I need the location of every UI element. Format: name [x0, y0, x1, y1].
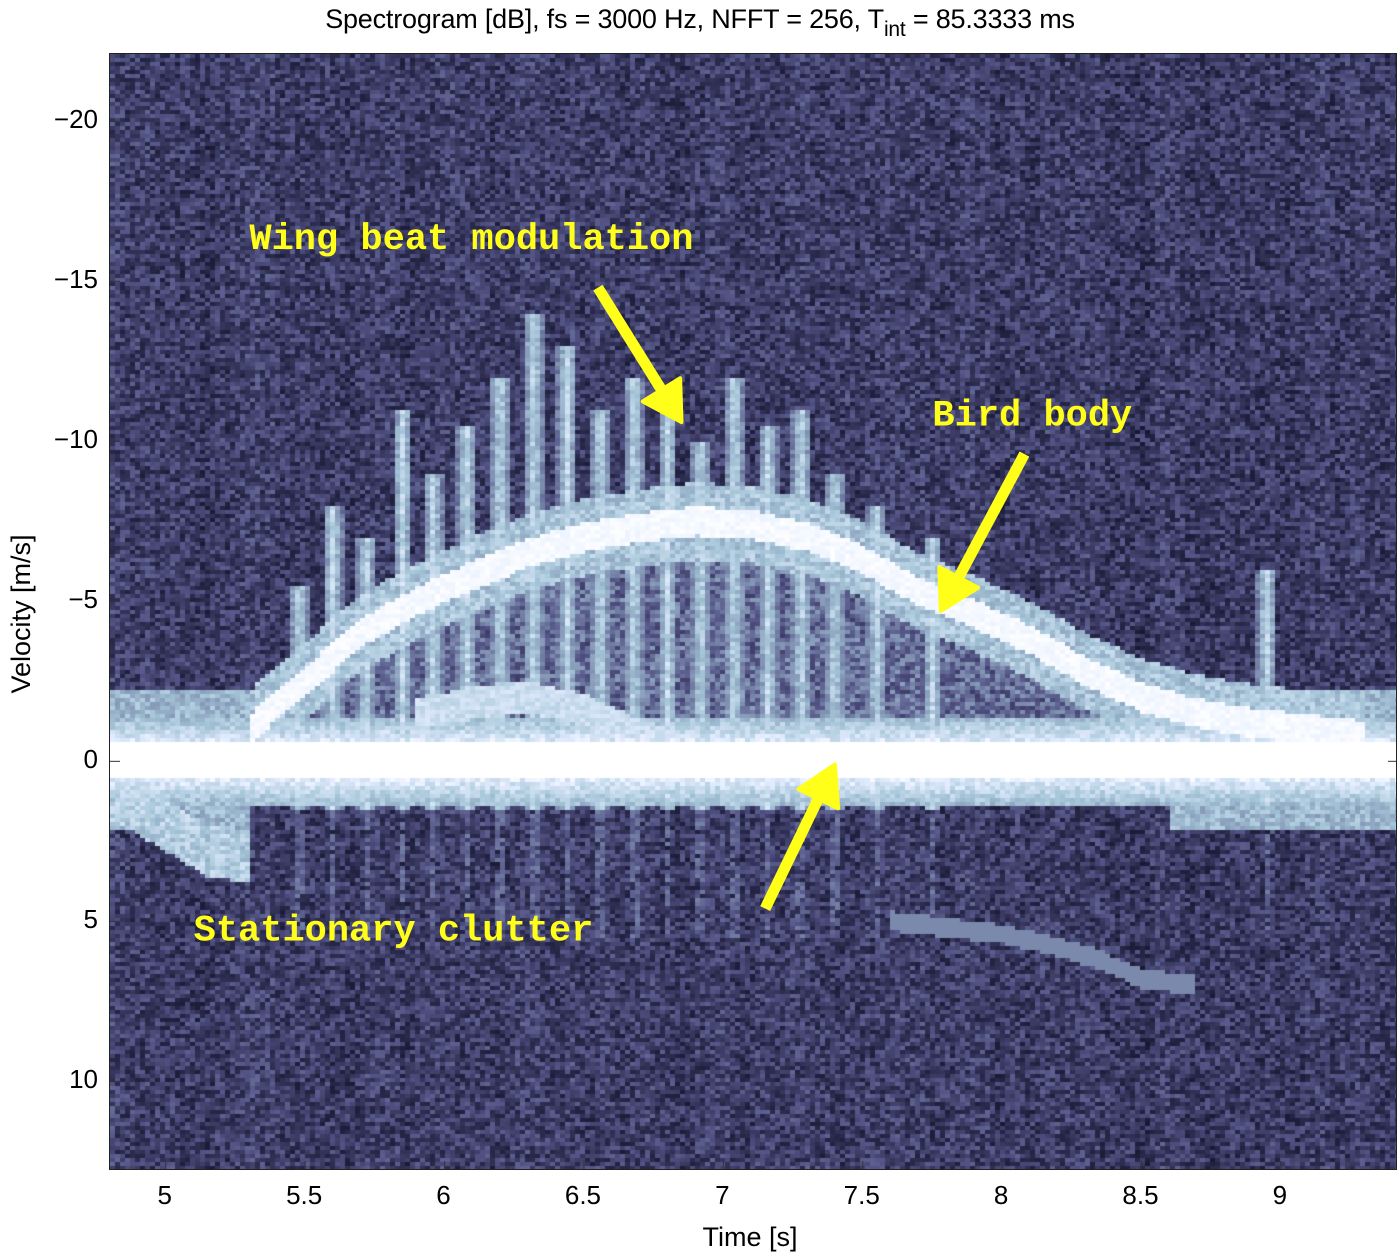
x-axis-label: Time [s]	[702, 1222, 798, 1252]
y-tick-label: −5	[68, 584, 98, 615]
spectrogram-heatmap	[110, 54, 1396, 1169]
x-tick-label: 7	[715, 1180, 730, 1210]
arrow-shaft	[760, 796, 824, 911]
y-tick-label: 10	[69, 1064, 98, 1095]
arrow-shaft	[593, 284, 667, 393]
y-tick-label: −20	[53, 104, 98, 135]
x-tick-label: 7.5	[843, 1180, 880, 1210]
spectrogram-plot-area: Wing beat modulation Bird body Stationary …	[109, 53, 1397, 1170]
x-tick-label: 5.5	[286, 1180, 323, 1210]
annotation-layer: Wing beat modulation Bird body Stationary …	[110, 120, 1396, 1169]
annotation: Bird body	[932, 395, 1132, 613]
arrow-head-icon	[796, 762, 841, 811]
arrow-shaft	[953, 451, 1030, 580]
y-tick-label: 5	[83, 904, 98, 935]
y-tick-label: 0	[83, 744, 98, 775]
y-tick-label: −15	[53, 264, 98, 295]
arrow-head-icon	[640, 376, 684, 425]
chart-title: Spectrogram [dB], fs = 3000 Hz, NFFT = 2…	[325, 4, 1075, 41]
x-tick-label: 6	[436, 1180, 451, 1210]
annotation: Stationary clutter	[194, 762, 841, 953]
x-tick-label: 8.5	[1122, 1180, 1159, 1210]
x-tick-label: 5	[157, 1180, 172, 1210]
y-tick-label: −10	[53, 424, 98, 455]
arrow-head-icon	[937, 565, 981, 613]
x-tick-label: 9	[1272, 1180, 1288, 1210]
x-tick-label: 6.5	[564, 1180, 602, 1210]
x-tick-label: 8	[993, 1180, 1009, 1210]
annotation-label: Stationary clutter	[194, 911, 594, 953]
annotation: Wing beat modulation	[249, 219, 693, 425]
annotation-label: Bird body	[932, 395, 1132, 437]
annotation-label: Wing beat modulation	[249, 219, 693, 261]
